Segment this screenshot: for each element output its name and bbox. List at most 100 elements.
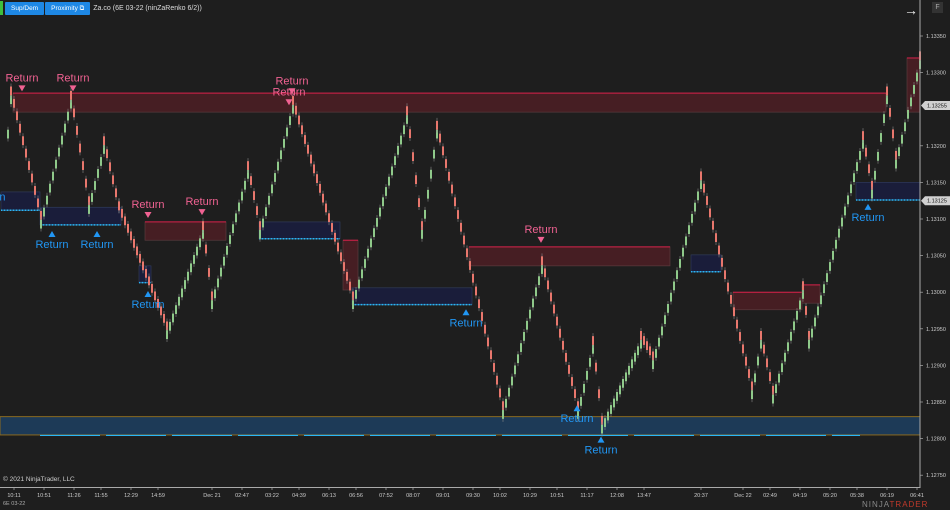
renko-bar-up bbox=[613, 398, 615, 408]
renko-bar-up bbox=[265, 207, 267, 217]
return-label: Return bbox=[275, 75, 308, 87]
renko-bar-up bbox=[358, 279, 360, 289]
renko-bar-up bbox=[916, 72, 918, 82]
renko-bar-down bbox=[133, 238, 135, 248]
time-tick-label: 06:56 bbox=[349, 493, 363, 499]
renko-bar-down bbox=[316, 174, 318, 183]
renko-bar-up bbox=[229, 235, 231, 244]
renko-bar-up bbox=[634, 352, 636, 362]
arrow-right-icon[interactable]: → bbox=[904, 2, 918, 18]
up-triangle-icon bbox=[48, 230, 56, 237]
renko-bar-up bbox=[601, 424, 603, 434]
price-marker bbox=[921, 196, 950, 206]
renko-bar-up bbox=[352, 300, 354, 310]
price-tick-label: 1.13000 bbox=[926, 290, 946, 296]
renko-bar-down bbox=[19, 123, 21, 133]
renko-bar-up bbox=[397, 145, 399, 155]
renko-bar-up bbox=[391, 166, 393, 176]
renko-bar-down bbox=[82, 161, 84, 170]
renko-bar-up bbox=[829, 262, 831, 271]
f-button[interactable]: F bbox=[932, 2, 943, 13]
renko-bar-up bbox=[862, 139, 864, 149]
renko-bar-up bbox=[385, 187, 387, 196]
price-axis-background bbox=[921, 16, 950, 488]
renko-bar-up bbox=[898, 147, 900, 157]
return-label: Return bbox=[185, 196, 218, 208]
time-tick-label: 13:47 bbox=[637, 493, 651, 499]
demand-zone bbox=[855, 182, 921, 201]
renko-bar-up bbox=[874, 170, 876, 180]
renko-bar-down bbox=[592, 336, 594, 345]
renko-bar-down bbox=[16, 111, 18, 121]
renko-bar-down bbox=[598, 389, 600, 399]
renko-bar-down bbox=[337, 242, 339, 252]
renko-bar-up bbox=[424, 209, 426, 219]
renko-bar-down bbox=[331, 223, 333, 232]
price-axis[interactable]: 1.13350 1.13300 1.13200 1.13150 1.13100 1.130… bbox=[920, 34, 950, 479]
time-tick-label: 03:22 bbox=[265, 493, 279, 499]
return-label: Return bbox=[524, 224, 557, 236]
time-tick-label: 11:26 bbox=[67, 493, 80, 499]
time-axis[interactable]: 10:11 10:51 11:26 11:55 12:29 14:59 Dec 21 02:4… bbox=[7, 487, 924, 499]
down-triangle-icon bbox=[285, 99, 293, 106]
down-triangle-icon bbox=[537, 236, 545, 243]
price-tick-label: 1.13300 bbox=[926, 71, 946, 77]
renko-bar-down bbox=[115, 188, 117, 198]
renko-bar-up bbox=[610, 405, 612, 414]
renko-bar-up bbox=[94, 181, 96, 190]
renko-bar-up bbox=[88, 205, 90, 214]
renko-bar-down bbox=[712, 220, 714, 230]
renko-bar-down bbox=[139, 253, 141, 263]
renko-bar-down bbox=[10, 86, 12, 96]
renko-bar-up bbox=[7, 129, 9, 139]
renko-bar-up bbox=[883, 114, 885, 123]
renko-bar-down bbox=[451, 184, 453, 194]
time-tick-label: 11:55 bbox=[94, 493, 107, 499]
renko-bar-down bbox=[454, 197, 456, 207]
renko-bar-up bbox=[223, 256, 225, 266]
renko-bar-up bbox=[58, 147, 60, 157]
time-tick-label: 04:19 bbox=[793, 493, 807, 499]
return-label: Return bbox=[5, 72, 38, 84]
time-tick-label: 10:51 bbox=[550, 493, 564, 499]
renko-bar-up bbox=[175, 305, 177, 314]
renko-bar-down bbox=[85, 178, 87, 188]
renko-bar-up bbox=[361, 269, 363, 279]
renko-bar-down bbox=[550, 292, 552, 302]
renko-bar-up bbox=[241, 191, 243, 201]
renko-bar-up bbox=[580, 397, 582, 406]
renko-bar-down bbox=[298, 115, 300, 125]
renko-bar-up bbox=[886, 95, 888, 105]
renko-bar-down bbox=[865, 147, 867, 157]
renko-bar-down bbox=[157, 298, 159, 308]
renko-bar-down bbox=[127, 223, 129, 233]
renko-bar-down bbox=[166, 321, 168, 331]
sup-dem-button[interactable]: Sup/Dem bbox=[5, 1, 45, 15]
renko-bar-up bbox=[814, 317, 816, 327]
renko-bar-up bbox=[184, 280, 186, 289]
renko-bar-up bbox=[754, 373, 756, 383]
renko-bar-up bbox=[514, 365, 516, 375]
renko-bar-up bbox=[196, 246, 198, 256]
renko-bar-up bbox=[604, 418, 606, 427]
down-triangle-icon bbox=[198, 209, 206, 216]
proximity-button[interactable]: Proximity ⧉ bbox=[45, 1, 91, 15]
renko-bar-down bbox=[541, 256, 543, 266]
renko-bar-down bbox=[112, 175, 114, 185]
renko-bar-down bbox=[409, 129, 411, 139]
renko-bar-down bbox=[346, 271, 348, 281]
renko-bar-up bbox=[238, 202, 240, 212]
major-demand-zone bbox=[0, 416, 921, 436]
renko-bar-down bbox=[31, 173, 33, 183]
price-tick-label: 1.12900 bbox=[926, 363, 946, 369]
renko-bar-down bbox=[418, 198, 420, 207]
renko-bar-up bbox=[586, 370, 588, 380]
renko-bar-up bbox=[244, 180, 246, 190]
return-label: Return bbox=[131, 299, 164, 311]
renko-bar-down bbox=[22, 136, 24, 146]
renko-bar-down bbox=[304, 135, 306, 144]
renko-bar-up bbox=[694, 202, 696, 212]
renko-bar-down bbox=[565, 352, 567, 362]
renko-bar-up bbox=[664, 315, 666, 325]
